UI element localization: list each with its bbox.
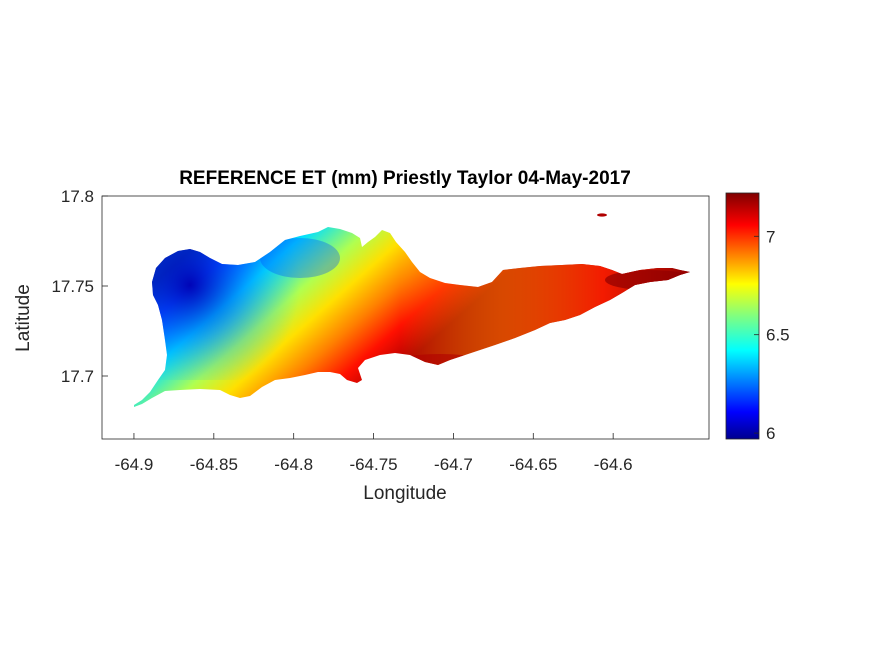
x-axis: -64.9 -64.85 -64.8 -64.75 -64.7 -64.65 -… bbox=[115, 433, 633, 474]
y-tick-label: 17.8 bbox=[61, 187, 94, 206]
colorbar-gradient bbox=[725, 192, 760, 440]
x-tick-label: -64.75 bbox=[349, 455, 397, 474]
colorbar: 6 6.5 7 bbox=[725, 192, 790, 443]
x-tick-label: -64.8 bbox=[274, 455, 313, 474]
heatmap-islet bbox=[597, 213, 607, 217]
colorbar-tick-label: 6 bbox=[766, 424, 775, 443]
y-axis-label: Latitude bbox=[13, 284, 34, 352]
colorbar-tick-label: 6.5 bbox=[766, 326, 790, 345]
colorbar-tick-label: 7 bbox=[766, 227, 775, 246]
x-tick-label: -64.9 bbox=[115, 455, 154, 474]
y-tick-label: 17.7 bbox=[61, 367, 94, 386]
y-tick-label: 17.75 bbox=[51, 277, 94, 296]
x-tick-label: -64.85 bbox=[190, 455, 238, 474]
x-tick-label: -64.6 bbox=[594, 455, 633, 474]
x-axis-label: Longitude bbox=[363, 483, 446, 504]
chart-title: REFERENCE ET (mm) Priestly Taylor 04-May… bbox=[179, 168, 631, 189]
x-tick-label: -64.7 bbox=[434, 455, 473, 474]
y-axis: 17.7 17.75 17.8 bbox=[51, 187, 108, 386]
heatmap-low-region bbox=[134, 227, 430, 380]
x-tick-label: -64.65 bbox=[509, 455, 557, 474]
heatmap-blue-patch bbox=[260, 238, 340, 278]
